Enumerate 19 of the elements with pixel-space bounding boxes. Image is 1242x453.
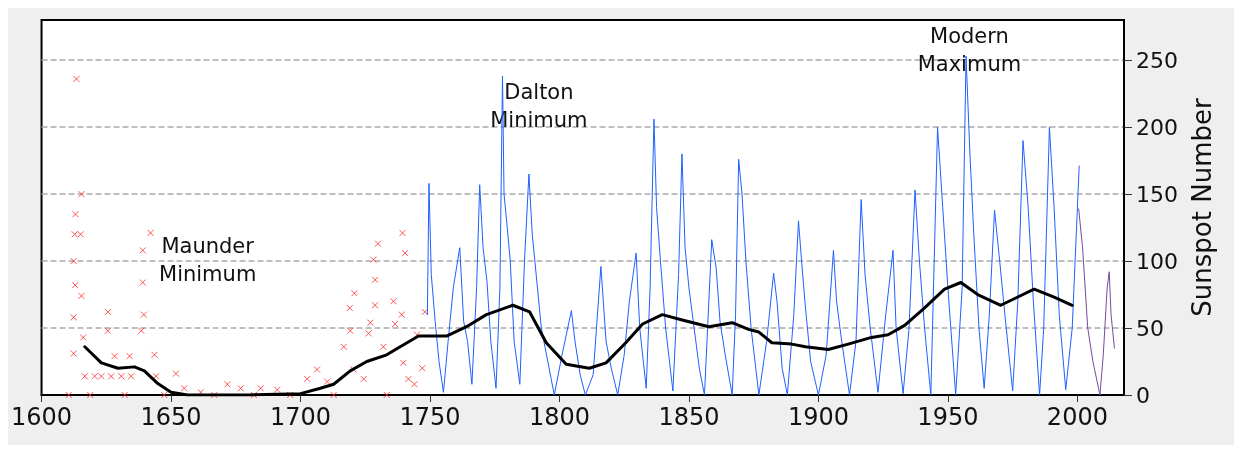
x-tick-label: 2000 bbox=[1046, 403, 1108, 431]
x-tick-label: 1850 bbox=[658, 403, 720, 431]
x-tick-label: 1750 bbox=[399, 403, 461, 431]
x-tick-label: 1650 bbox=[140, 403, 202, 431]
x-tick-label: 1900 bbox=[787, 403, 849, 431]
x-tick-label: 1700 bbox=[269, 403, 332, 431]
line-series bbox=[426, 55, 1080, 396]
y-axis-title: Sunspot Number bbox=[1186, 98, 1217, 317]
x-tick-label: 1950 bbox=[917, 403, 979, 431]
x-tick-label: 1600 bbox=[11, 403, 73, 431]
x-tick-label: 1800 bbox=[528, 403, 590, 431]
y-tick-label: 200 bbox=[1136, 114, 1178, 140]
line-series bbox=[1078, 208, 1115, 396]
y-tick-label: 100 bbox=[1136, 248, 1178, 274]
annotation: Maunder Minimum bbox=[159, 234, 257, 286]
y-tick-label: 0 bbox=[1136, 382, 1150, 408]
y-tick-label: 250 bbox=[1136, 47, 1178, 73]
y-tick-label: 150 bbox=[1136, 181, 1178, 207]
y-tick-label: 50 bbox=[1136, 315, 1164, 341]
